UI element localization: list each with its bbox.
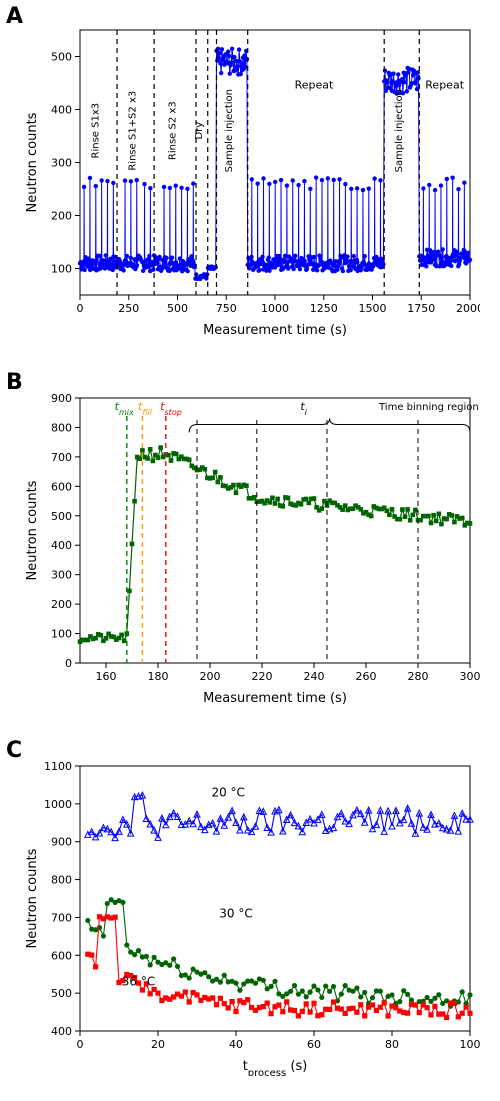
svg-text:600: 600 [51, 949, 72, 962]
svg-text:60: 60 [307, 1038, 321, 1051]
svg-text:800: 800 [51, 874, 72, 887]
svg-text:Neutron counts: Neutron counts [25, 480, 40, 580]
svg-text:0: 0 [65, 657, 72, 670]
svg-text:1000: 1000 [44, 798, 72, 811]
svg-text:250: 250 [118, 302, 139, 315]
svg-text:1250: 1250 [310, 302, 338, 315]
svg-text:Neutron counts: Neutron counts [25, 848, 40, 948]
svg-text:260: 260 [356, 670, 377, 683]
svg-text:400: 400 [51, 1025, 72, 1038]
svg-text:Sample injection: Sample injection [224, 89, 235, 172]
svg-text:36 °C: 36 °C [122, 975, 155, 989]
svg-text:180: 180 [148, 670, 169, 683]
svg-text:100: 100 [51, 628, 72, 641]
svg-text:200: 200 [51, 598, 72, 611]
svg-text:2000: 2000 [456, 302, 480, 315]
svg-text:400: 400 [51, 539, 72, 552]
svg-text:900: 900 [51, 392, 72, 405]
panel-a: 0 250 500 750 1000 1250 1500 1750 2000 100 200 300 4… [20, 20, 480, 340]
svg-text:20: 20 [151, 1038, 165, 1051]
svg-text:1500: 1500 [359, 302, 387, 315]
svg-text:Measurement time (s): Measurement time (s) [203, 323, 347, 338]
svg-text:900: 900 [51, 836, 72, 849]
svg-text:300: 300 [51, 569, 72, 582]
svg-text:Time binning region: Time binning region [378, 402, 479, 413]
svg-text:80: 80 [385, 1038, 399, 1051]
chart-c: 02040608010040050060070080090010001100t_… [20, 756, 480, 1076]
svg-text:500: 500 [51, 51, 72, 64]
svg-text:300: 300 [51, 157, 72, 170]
svg-text:20 °C: 20 °C [211, 785, 244, 799]
svg-text:40: 40 [229, 1038, 243, 1051]
svg-text:tmix: tmix [115, 400, 134, 417]
svg-text:240: 240 [304, 670, 325, 683]
svg-text:280: 280 [408, 670, 429, 683]
svg-text:Measurement time (s): Measurement time (s) [203, 691, 347, 706]
svg-text:700: 700 [51, 451, 72, 464]
chart-b: 160 180 200 220 240 260 280 300 0 100 200 300 400 500… [20, 388, 480, 708]
svg-text:750: 750 [216, 302, 237, 315]
svg-text:Rinse S1+S2 x3: Rinse S1+S2 x3 [128, 91, 139, 171]
svg-text:500: 500 [51, 510, 72, 523]
svg-text:100: 100 [51, 263, 72, 276]
panel-c: 02040608010040050060070080090010001100t_… [20, 756, 480, 1076]
svg-text:1000: 1000 [261, 302, 289, 315]
svg-text:800: 800 [51, 421, 72, 434]
svg-text:200: 200 [51, 210, 72, 223]
svg-text:tstop: tstop [160, 400, 182, 417]
svg-text:220: 220 [252, 670, 273, 683]
svg-text:500: 500 [167, 302, 188, 315]
svg-text:30 °C: 30 °C [219, 906, 252, 920]
svg-text:Dry: Dry [194, 122, 205, 140]
svg-text:600: 600 [51, 480, 72, 493]
svg-text:1100: 1100 [44, 760, 72, 773]
svg-text:400: 400 [51, 104, 72, 117]
svg-text:tfill: tfill [138, 400, 153, 417]
svg-text:Rinse S1x3: Rinse S1x3 [91, 103, 102, 159]
svg-text:Repeat: Repeat [425, 78, 464, 91]
svg-text:200: 200 [200, 670, 221, 683]
svg-text:700: 700 [51, 911, 72, 924]
svg-text:500: 500 [51, 987, 72, 1000]
svg-text:0: 0 [77, 302, 84, 315]
svg-text:160: 160 [96, 670, 117, 683]
svg-text:Rinse S2 x3: Rinse S2 x3 [168, 101, 179, 160]
svg-text:ti: ti [300, 400, 307, 417]
figure: A 02505007501000125015001750200010020030… [0, 0, 500, 1101]
panel-b: 160 180 200 220 240 260 280 300 0 100 200 300 400 500… [20, 388, 480, 708]
svg-text:300: 300 [460, 670, 481, 683]
svg-text:1750: 1750 [407, 302, 435, 315]
svg-text:100: 100 [460, 1038, 481, 1051]
chart-a: 0 250 500 750 1000 1250 1500 1750 2000 100 200 300 4… [20, 20, 480, 340]
svg-text:Sample injection: Sample injection [394, 89, 405, 172]
svg-text:Repeat: Repeat [295, 78, 334, 91]
svg-text:0: 0 [77, 1038, 84, 1051]
svg-text:Neutron counts: Neutron counts [25, 112, 40, 212]
